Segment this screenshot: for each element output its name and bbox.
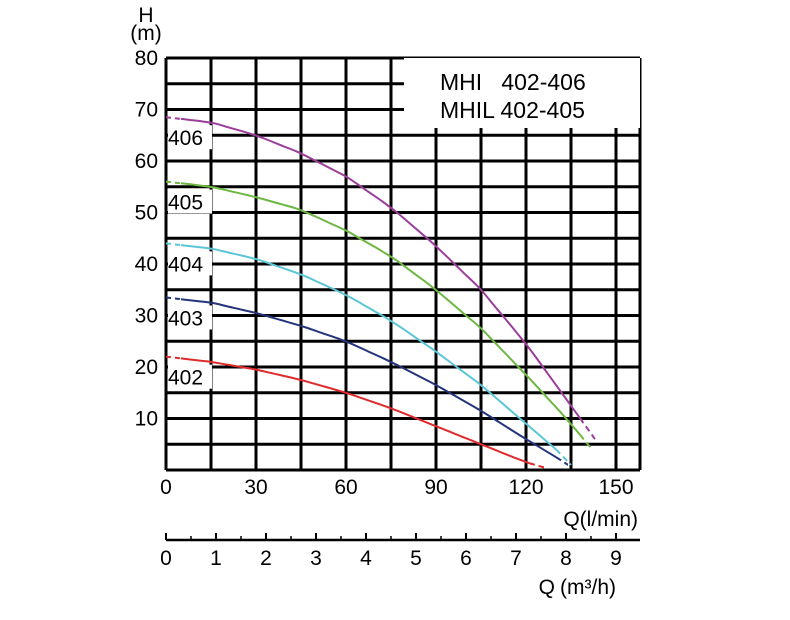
y-axis-unit: (m) (130, 22, 161, 45)
y-axis-label: H (138, 4, 153, 27)
x2-tick-label: 2 (260, 547, 272, 570)
curves (165, 116, 596, 469)
y-tick-label: 20 (135, 356, 158, 379)
curve-405-solid (180, 182, 581, 436)
y-tick-label: 80 (135, 47, 158, 70)
x-axis-label: Q(l/min) (563, 508, 638, 531)
curve-label-bg (168, 189, 212, 214)
x-tick-label: 90 (424, 476, 447, 499)
curve-label-bg (168, 125, 212, 150)
curve-label-bg (168, 305, 212, 330)
curve-404-end-dashed (555, 448, 572, 466)
curve-402-solid (180, 357, 530, 465)
model-label-box (404, 58, 640, 128)
x2-tick-label: 3 (310, 547, 322, 570)
curve-label-403: 403 (168, 307, 203, 330)
y-tick-label: 70 (135, 99, 158, 122)
x2-tick-label: 8 (560, 547, 572, 570)
curve-label-402: 402 (168, 367, 203, 390)
curve-406-solid (180, 117, 581, 419)
y-tick-label: 10 (135, 408, 158, 431)
labels: 10 20 30 40 50 60 70 80 0 30 60 90 120 150 0 1 2 3 4 5 6 7 8 9 4… (135, 47, 634, 570)
curve-label-405: 405 (168, 192, 203, 215)
x2-tick-label: 0 (160, 547, 172, 570)
curve-label-bg (168, 251, 212, 276)
curve-404-start-dashed (165, 242, 182, 247)
curve-406-start-dashed (165, 116, 181, 120)
x-tick-label: 0 (160, 476, 172, 499)
x2-tick-label: 9 (610, 547, 622, 570)
x2-tick-label: 5 (410, 547, 422, 570)
y-tick-label: 50 (135, 202, 158, 225)
curve-405-end-dashed (579, 433, 593, 451)
x-tick-label: 30 (244, 476, 267, 499)
x2-tick-label: 4 (360, 547, 372, 570)
curve-402-start-dashed (165, 355, 182, 360)
x2-axis-label: Q (539, 576, 555, 599)
curve-402-end-dashed (528, 462, 545, 469)
curve-label-406: 406 (168, 127, 203, 150)
curve-403-start-dashed (166, 296, 182, 301)
x2-tick-label: 1 (210, 547, 222, 570)
x-tick-label: 60 (334, 476, 357, 499)
curve-405-start-dashed (165, 180, 182, 185)
x2-tick-label: 6 (460, 547, 472, 570)
curve-404-solid (180, 244, 557, 451)
curve-label-bg (168, 364, 212, 389)
y-tick-label: 60 (135, 150, 158, 173)
curve-403-end-dashed (555, 456, 569, 466)
curve-label-404: 404 (168, 253, 203, 276)
x-tick-label: 150 (598, 476, 633, 499)
model-label-line-1: MHI 402-406 (440, 69, 586, 95)
model-label-line-2: MHIL 402-405 (440, 97, 585, 123)
x2-axis-unit: (m³/h) (560, 576, 616, 599)
x-tick-label: 120 (508, 476, 543, 499)
y-tick-label: 30 (135, 305, 158, 328)
x2-tick-label: 7 (510, 547, 522, 570)
curve-406-end-dashed (579, 417, 596, 440)
curve-403-solid (180, 298, 557, 458)
y-tick-label: 40 (135, 253, 158, 276)
